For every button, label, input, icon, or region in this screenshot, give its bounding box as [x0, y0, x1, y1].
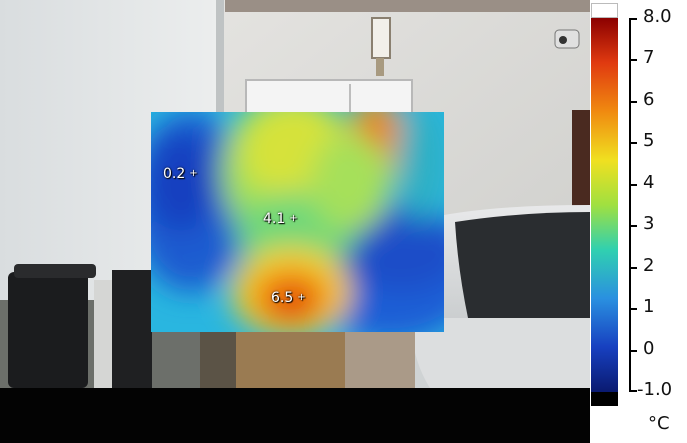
- scale-tick: [629, 267, 637, 269]
- scale-tick: [629, 308, 637, 310]
- scale-tick: [629, 101, 637, 103]
- scale-tick: [629, 184, 637, 186]
- scale-tick: [629, 59, 637, 61]
- scale-top-cap: [591, 3, 618, 18]
- scale-min-label: -1.0: [637, 379, 673, 400]
- crosshair-icon: +: [289, 213, 298, 224]
- scale-max-label: 8.0: [643, 6, 672, 27]
- scale-tick-label: 5: [643, 130, 655, 151]
- scale-tick-label: 2: [643, 255, 655, 276]
- scale-tick: [629, 350, 637, 352]
- spot-reading-center: 4.1 +: [263, 211, 298, 227]
- scale-tick-label: 3: [643, 213, 655, 234]
- scale-axis-line: [629, 18, 631, 392]
- thermal-overlay: [151, 112, 444, 332]
- scale-tick-label: 6: [643, 89, 655, 110]
- scale-bottom-cap: [591, 392, 618, 406]
- temperature-unit: °C: [648, 413, 670, 434]
- spot-reading-bottom: 6.5 +: [271, 290, 306, 306]
- bottom-black-band: [0, 388, 590, 443]
- scale-tick: [629, 390, 637, 392]
- scale-tick: [629, 225, 637, 227]
- scale-tick: [629, 142, 637, 144]
- scale-tick: [629, 18, 637, 20]
- scale-tick-label: 0: [643, 338, 655, 359]
- crosshair-icon: +: [297, 292, 306, 303]
- scale-tick-label: 4: [643, 172, 655, 193]
- temperature-color-scale: [591, 18, 618, 392]
- spot-reading-left: 0.2 +: [163, 166, 198, 182]
- scale-tick-label: 7: [643, 47, 655, 68]
- crosshair-icon: +: [189, 168, 198, 179]
- scale-tick-label: 1: [643, 296, 655, 317]
